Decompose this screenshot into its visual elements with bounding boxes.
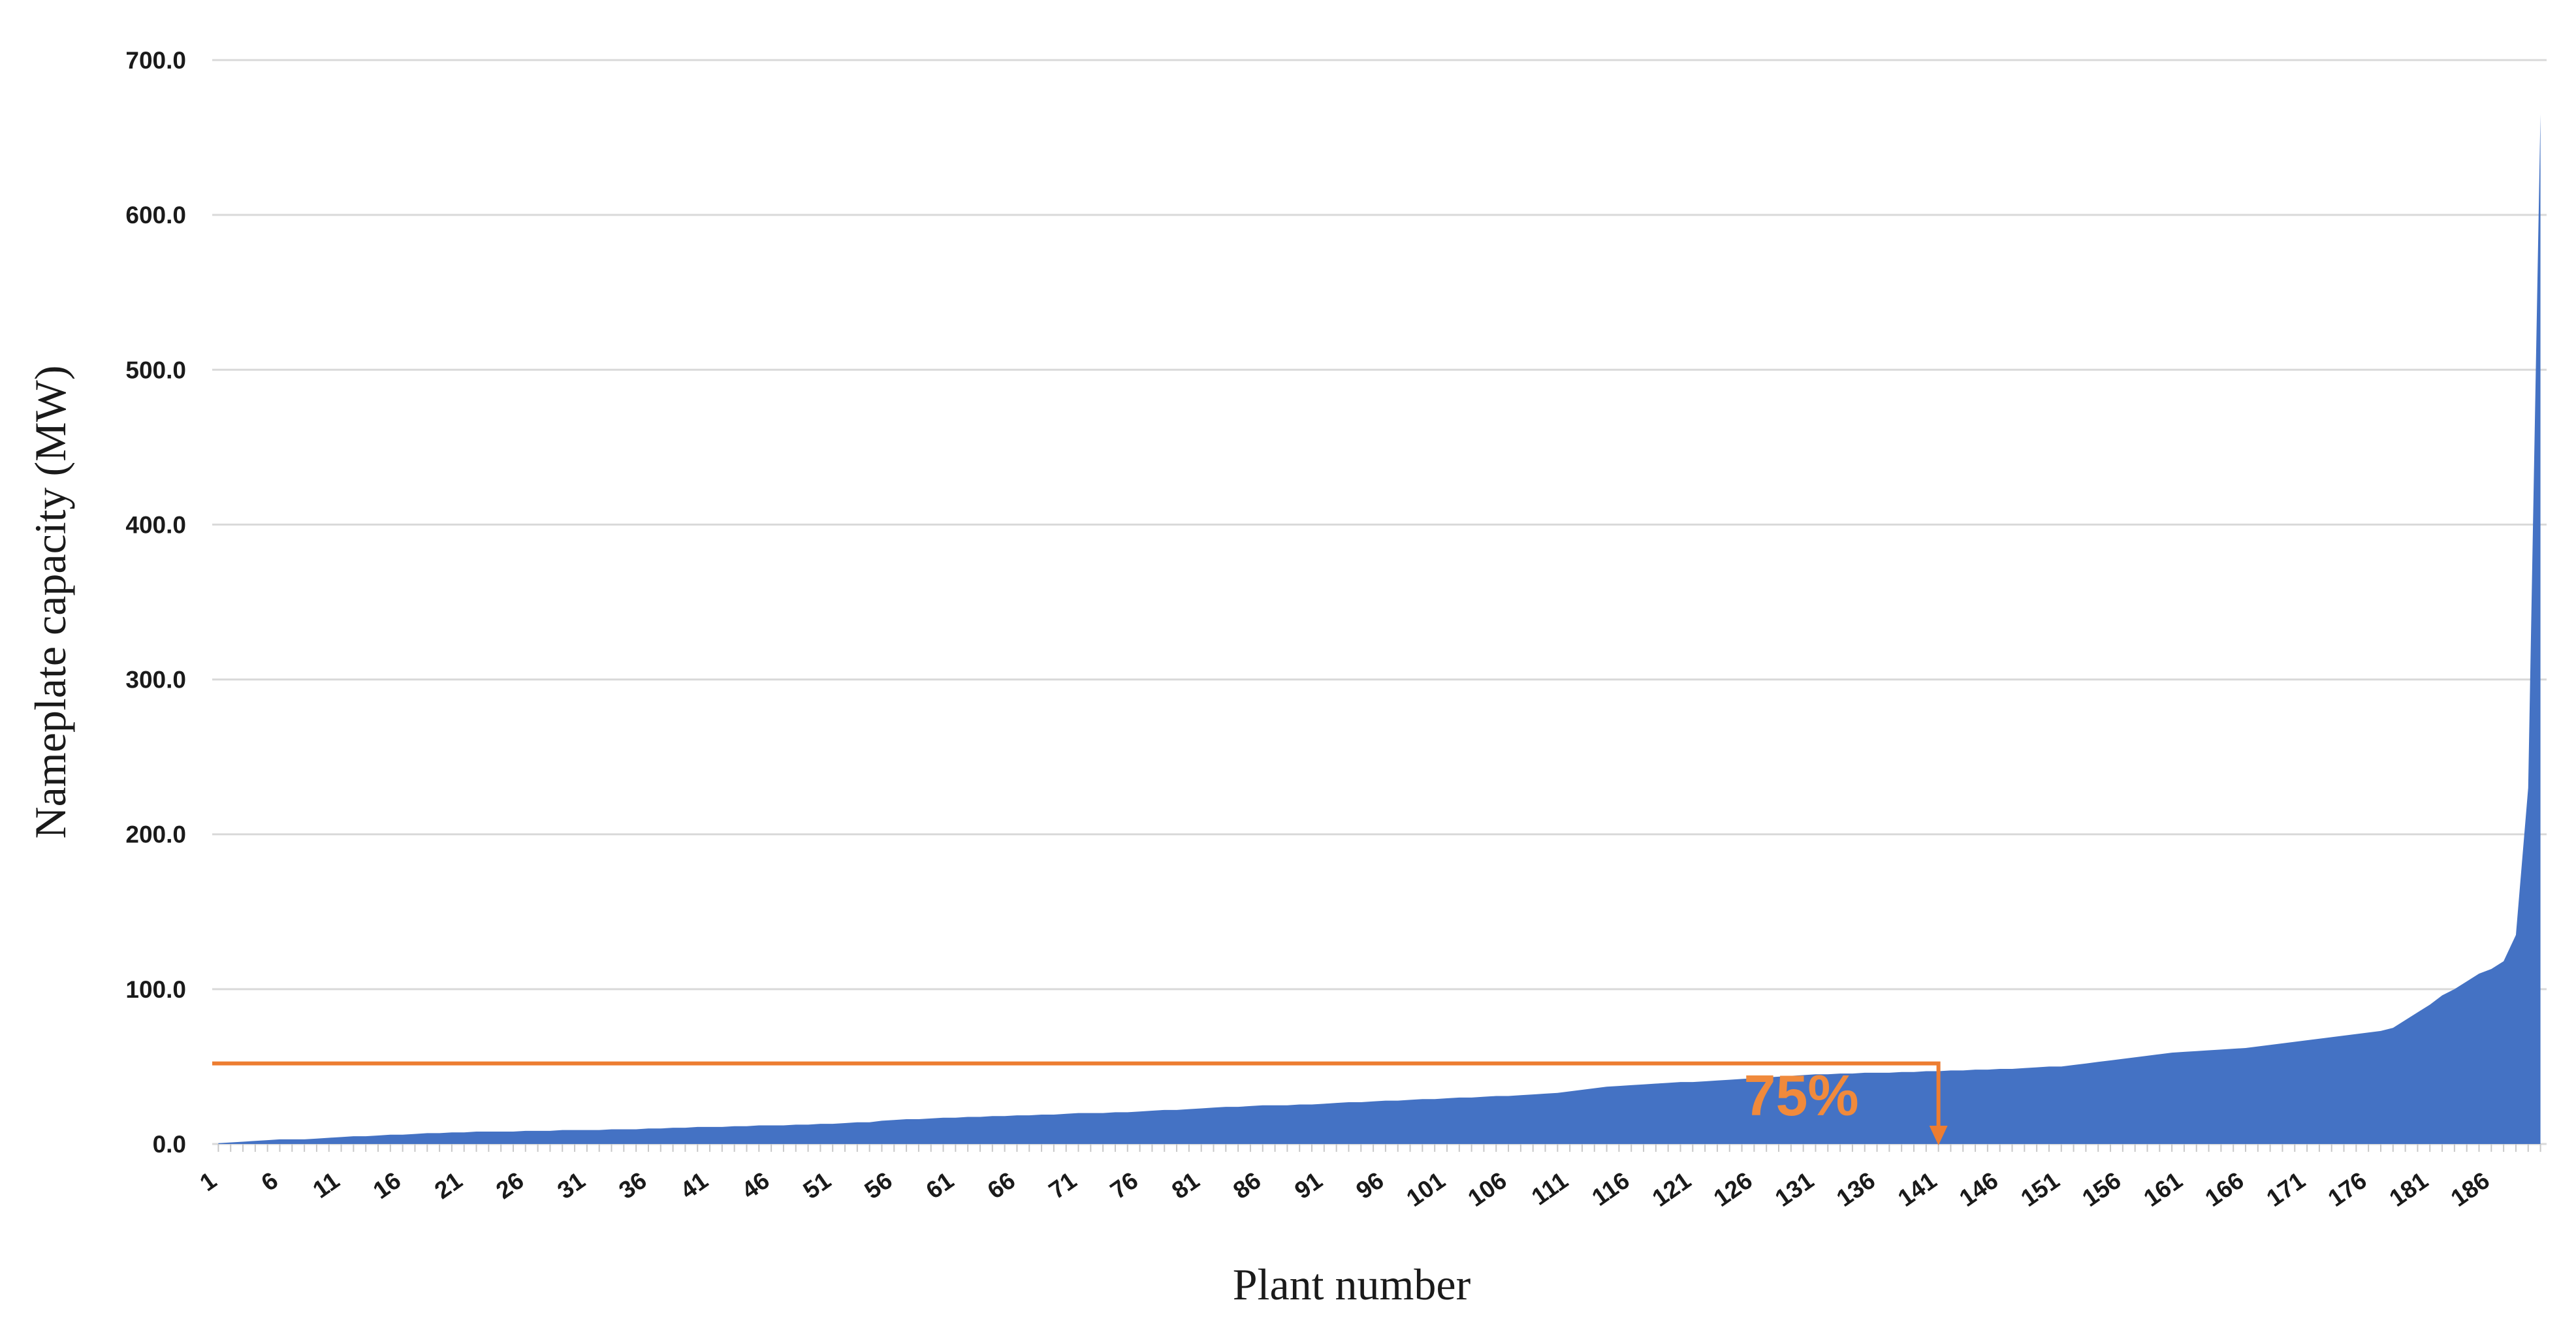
x-tick-label: 136 — [1832, 1167, 1880, 1212]
x-tick-label: 116 — [1587, 1167, 1634, 1211]
y-tick-label: 0.0 — [153, 1131, 186, 1158]
y-tick-label: 700.0 — [125, 47, 186, 74]
x-tick-label: 176 — [2323, 1167, 2372, 1212]
y-axis-title: Nameplate capacity (MW) — [25, 366, 75, 839]
x-tick-label: 36 — [614, 1167, 651, 1204]
y-tick-labels: 0.0 100.0 200.0 300.0 400.0 500.0 600.0 700.0 — [125, 47, 186, 1158]
x-tick-label: 71 — [1044, 1167, 1081, 1204]
x-tick-label: 101 — [1401, 1167, 1450, 1212]
y-tick-label: 600.0 — [125, 202, 186, 229]
x-tick-label: 41 — [675, 1167, 712, 1204]
x-minor-ticks — [217, 1144, 2541, 1152]
x-tick-label: 186 — [2446, 1167, 2494, 1212]
x-tick-label: 131 — [1770, 1167, 1819, 1212]
x-tick-label: 151 — [2016, 1167, 2064, 1212]
y-tick-label: 100.0 — [125, 976, 186, 1003]
x-tick-label: 26 — [491, 1167, 528, 1204]
x-tick-label: 76 — [1105, 1167, 1143, 1204]
x-tick-label: 16 — [368, 1167, 405, 1204]
x-tick-label: 1 — [195, 1167, 221, 1196]
x-tick-label: 181 — [2385, 1167, 2433, 1212]
percentile-annotation: 75% — [212, 1061, 1948, 1145]
annotation-arrow-icon — [1929, 1126, 1948, 1145]
x-tick-label: 51 — [799, 1167, 836, 1204]
x-tick-label: 81 — [1167, 1167, 1204, 1204]
x-tick-label: 126 — [1709, 1167, 1757, 1212]
y-tick-label: 300.0 — [125, 667, 186, 693]
x-tick-label: 96 — [1351, 1167, 1388, 1204]
x-tick-label: 141 — [1893, 1167, 1941, 1212]
x-tick-label: 66 — [983, 1167, 1020, 1204]
x-tick-label: 46 — [737, 1167, 774, 1204]
x-tick-label: 161 — [2139, 1167, 2187, 1212]
x-tick-label: 146 — [1954, 1167, 2003, 1212]
x-tick-label: 56 — [860, 1167, 897, 1204]
x-tick-label: 106 — [1463, 1167, 1512, 1212]
x-tick-label: 6 — [257, 1167, 283, 1196]
annotation-label: 75% — [1744, 1063, 1859, 1128]
x-tick-label: 166 — [2201, 1167, 2249, 1212]
y-tick-label: 400.0 — [125, 511, 186, 538]
y-tick-label: 200.0 — [125, 821, 186, 848]
capacity-area — [218, 114, 2541, 1144]
x-tick-label: 11 — [308, 1167, 345, 1203]
annotation-line — [212, 1061, 1941, 1137]
x-tick-label: 91 — [1290, 1167, 1327, 1204]
x-tick-label: 156 — [2077, 1167, 2125, 1212]
x-tick-label: 171 — [2262, 1167, 2310, 1212]
x-tick-label: 111 — [1527, 1167, 1573, 1211]
gridlines — [212, 59, 2547, 1145]
x-tick-label: 31 — [552, 1167, 590, 1204]
x-tick-label: 21 — [430, 1167, 467, 1204]
x-tick-labels: 1 6 11 16 21 26 31 36 41 46 51 56 61 66 71 76 81 86 91 96 10… — [195, 1167, 2494, 1212]
x-tick-label: 121 — [1647, 1167, 1696, 1212]
x-tick-label: 86 — [1228, 1167, 1265, 1204]
y-tick-label: 500.0 — [125, 357, 186, 383]
x-tick-label: 61 — [921, 1167, 959, 1204]
x-axis-title: Plant number — [1233, 1260, 1471, 1309]
